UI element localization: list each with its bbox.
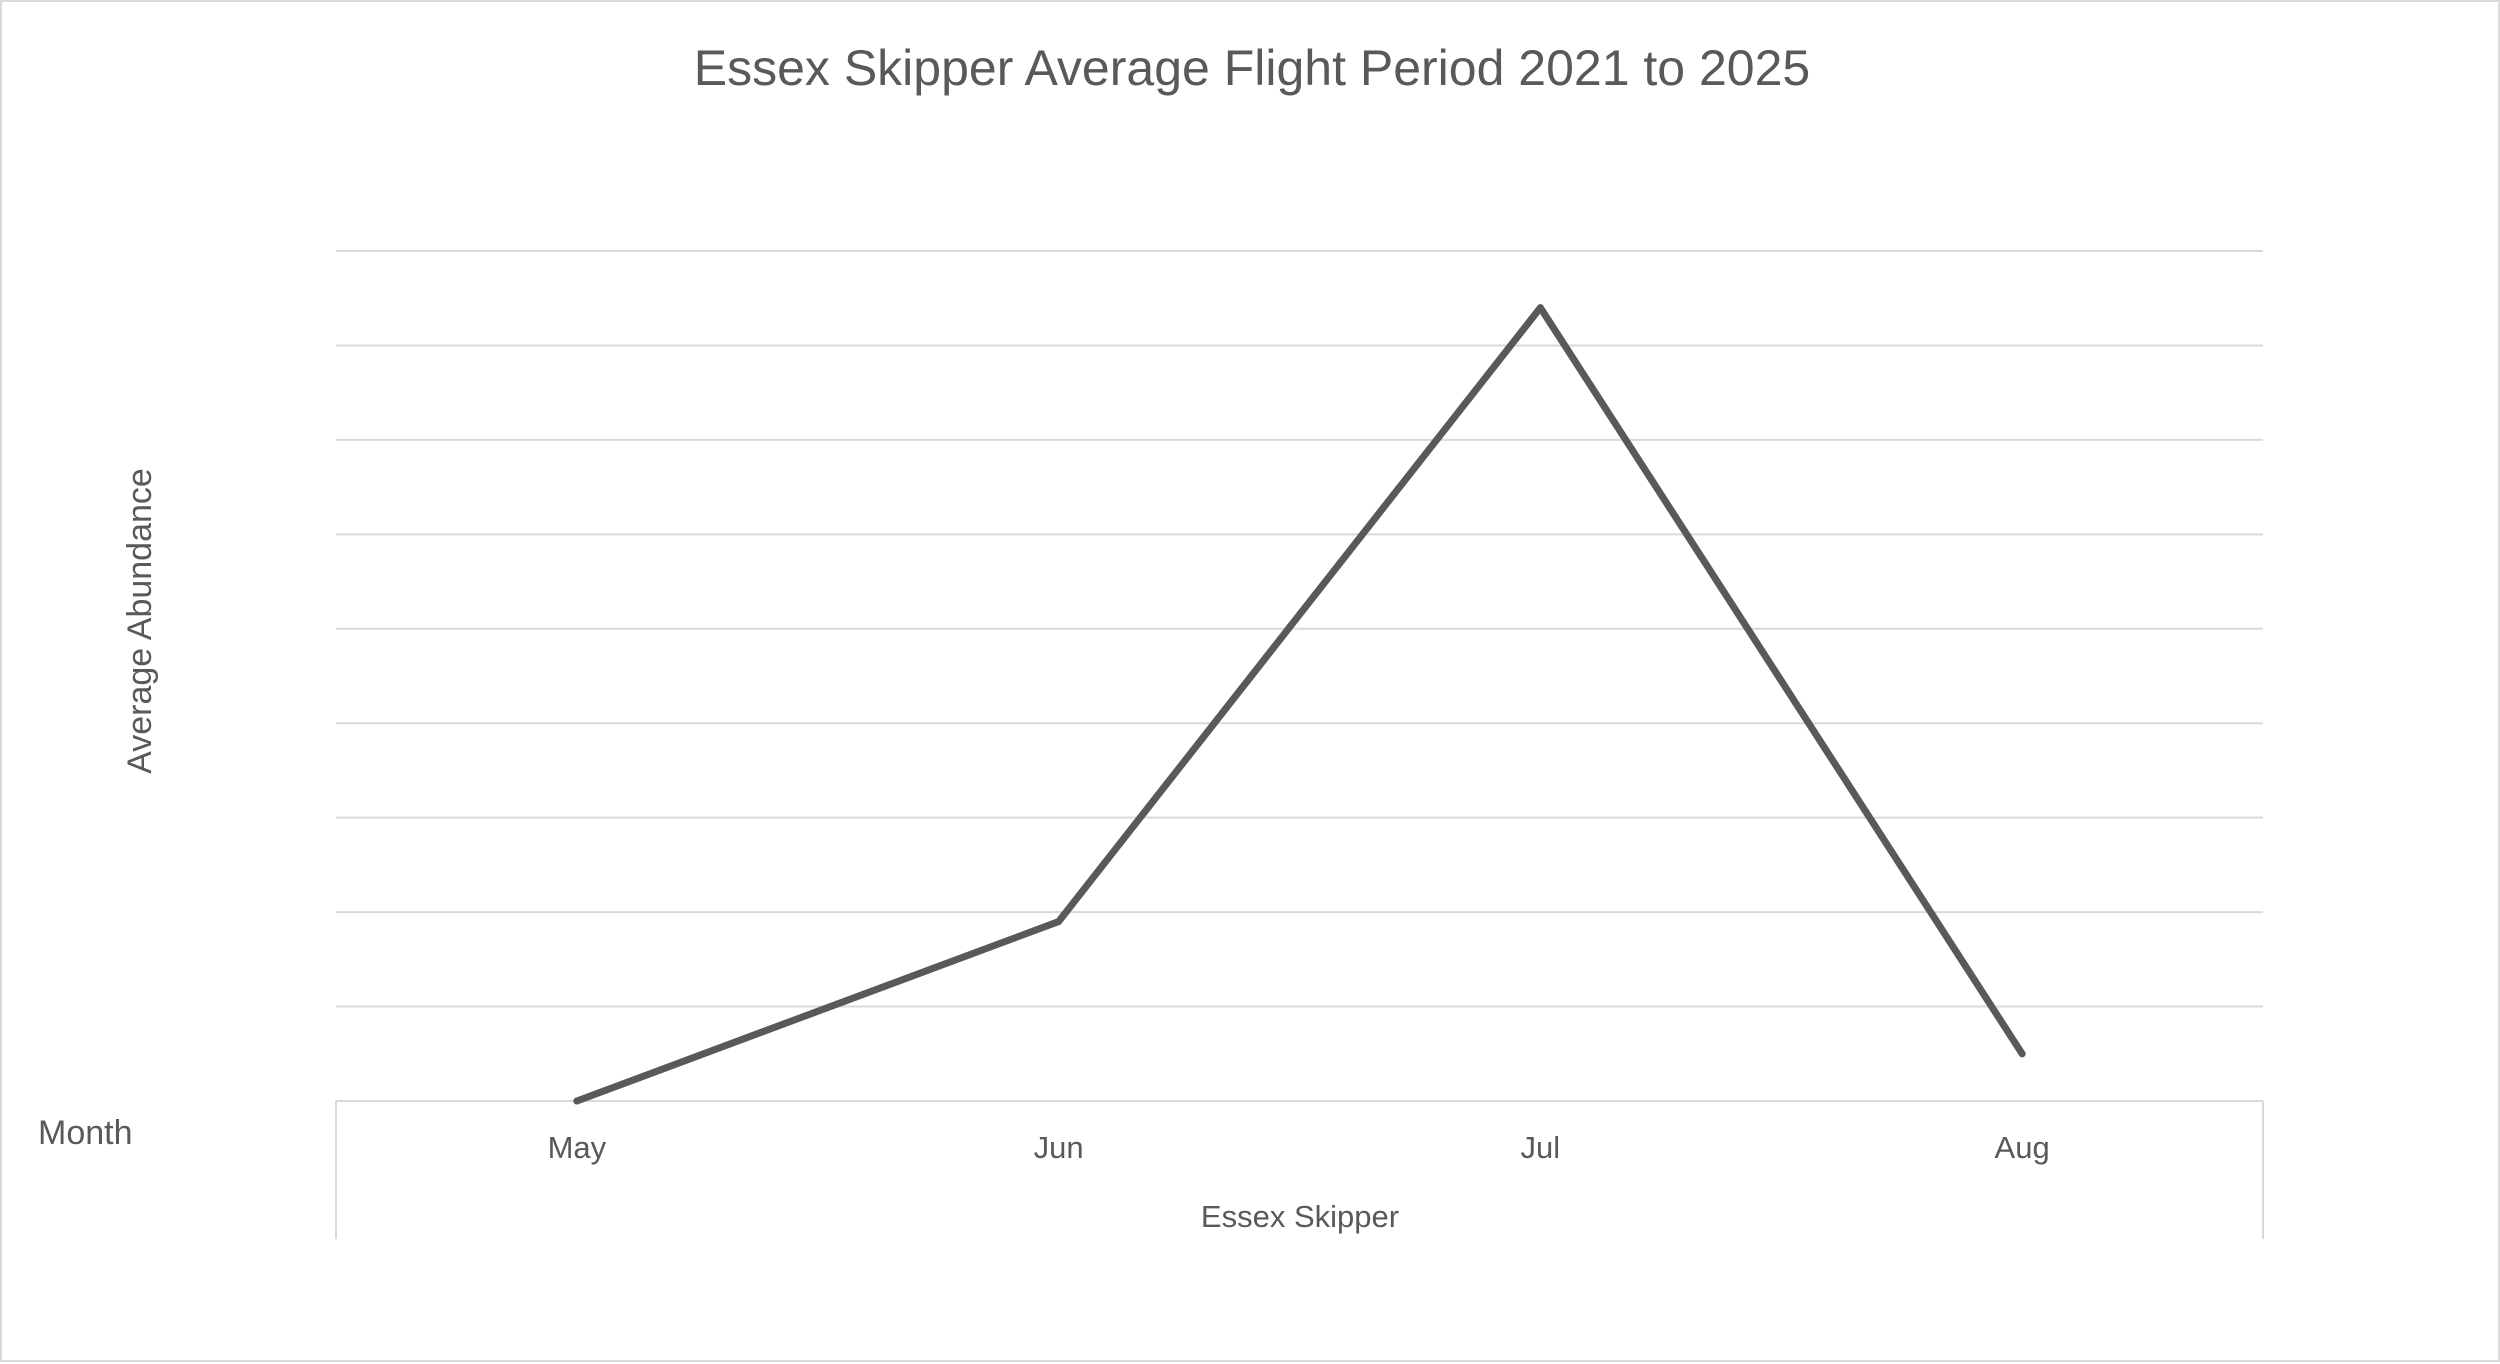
gridlines xyxy=(336,250,2263,1008)
series-layer xyxy=(573,304,2026,1105)
x-axis-title: Month xyxy=(38,1114,133,1152)
series-line xyxy=(573,304,2026,1105)
data-point-jul xyxy=(1536,304,1544,312)
x-tick-label-aug: Aug xyxy=(1995,1130,2050,1165)
category-group-label: Essex Skipper xyxy=(1201,1199,1399,1234)
chart-title: Essex Skipper Average Flight Period 2021… xyxy=(694,40,1810,96)
data-point-may xyxy=(573,1097,581,1105)
x-tick-label-jul: Jul xyxy=(1521,1130,1561,1165)
x-tick-label-jun: Jun xyxy=(1034,1130,1084,1165)
data-point-aug xyxy=(2018,1050,2026,1058)
y-axis-title: Average Abundance xyxy=(121,468,159,774)
x-axis-tick-labels: May Jun Jul Aug xyxy=(548,1130,2050,1165)
x-tick-label-may: May xyxy=(548,1130,607,1165)
data-point-jun xyxy=(1055,918,1063,926)
